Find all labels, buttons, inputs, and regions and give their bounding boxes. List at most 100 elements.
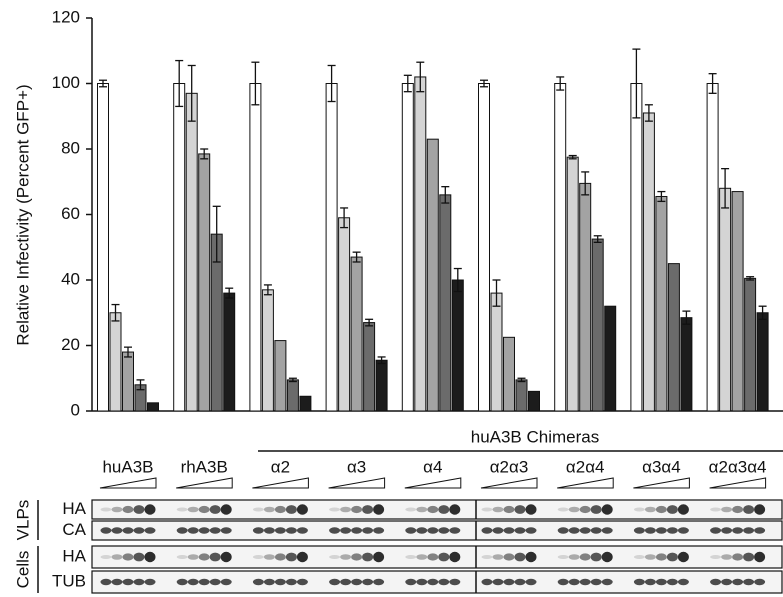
blot-band xyxy=(373,504,384,514)
bar xyxy=(605,306,616,411)
blot-band xyxy=(275,553,286,560)
blot-band xyxy=(732,506,743,513)
wedge xyxy=(557,478,613,488)
blot-band xyxy=(656,579,667,585)
blot-band xyxy=(721,554,732,560)
blot-band xyxy=(286,505,297,514)
category-label: α2α3α4 xyxy=(709,457,767,476)
bar xyxy=(275,341,286,411)
wedge xyxy=(710,478,766,488)
bar xyxy=(427,139,438,411)
blot-band xyxy=(754,527,765,533)
blot-band xyxy=(558,527,569,533)
blot-band xyxy=(710,527,721,533)
blot-band xyxy=(199,506,210,513)
blot-band xyxy=(743,527,754,533)
blot-band xyxy=(602,504,613,514)
blot-band xyxy=(221,504,232,514)
blot-band xyxy=(134,527,145,533)
blot-band xyxy=(210,527,221,533)
blot-band xyxy=(515,527,526,533)
blot-band xyxy=(558,555,569,559)
blot-band xyxy=(678,504,689,514)
blot-band xyxy=(438,527,449,533)
category-label: α4 xyxy=(423,457,442,476)
blot-band xyxy=(351,579,362,585)
blot-band xyxy=(134,579,145,585)
blot-band xyxy=(329,508,340,512)
blot-band xyxy=(112,579,123,585)
blot-band xyxy=(667,579,678,585)
bar xyxy=(174,84,185,412)
y-tick-label: 120 xyxy=(52,7,80,26)
blot-band xyxy=(754,579,765,585)
blot-band xyxy=(145,579,156,585)
blot-band xyxy=(123,506,134,513)
blot-band xyxy=(362,505,373,514)
category-label: α2 xyxy=(271,457,290,476)
blot-band xyxy=(145,552,156,562)
blot-band xyxy=(405,555,416,559)
blot-band xyxy=(678,552,689,562)
blot-band xyxy=(329,579,340,585)
bar xyxy=(123,352,134,411)
blot-band xyxy=(275,579,286,585)
blot-band xyxy=(732,553,743,560)
annotation: huA3B Chimeras xyxy=(471,427,600,446)
blot-band xyxy=(177,579,188,585)
wedge xyxy=(329,478,385,488)
category-label: rhA3B xyxy=(181,457,228,476)
blot-band xyxy=(101,555,112,559)
blot-band xyxy=(580,579,591,585)
blot-band xyxy=(449,579,460,585)
bar xyxy=(555,84,566,412)
blot-band xyxy=(210,579,221,585)
blot-band xyxy=(634,579,645,585)
blot-band xyxy=(134,505,145,514)
blot-band xyxy=(340,579,351,585)
blot-band xyxy=(101,527,112,533)
blot-band xyxy=(438,579,449,585)
blot-band xyxy=(678,527,689,533)
blot-band xyxy=(504,527,515,533)
blot-band xyxy=(634,555,645,559)
blot-band xyxy=(732,579,743,585)
blot-band xyxy=(558,508,569,512)
bar xyxy=(98,84,109,412)
blot-band xyxy=(210,505,221,514)
bar xyxy=(351,257,362,411)
blot-band xyxy=(416,579,427,585)
blot-band xyxy=(123,553,134,560)
blot-band xyxy=(569,527,580,533)
bar xyxy=(300,396,311,411)
blot-band xyxy=(177,555,188,559)
bar xyxy=(402,84,413,412)
blot-band xyxy=(656,527,667,533)
blot-band xyxy=(667,553,678,562)
blot-band xyxy=(112,554,123,560)
bar xyxy=(580,183,591,411)
blot-band xyxy=(145,504,156,514)
category-label: huA3B xyxy=(102,457,153,476)
blot-band xyxy=(199,579,210,585)
blot-band xyxy=(340,507,351,513)
blot-band xyxy=(101,508,112,512)
blot-band xyxy=(602,527,613,533)
blot-band xyxy=(515,553,526,562)
bar xyxy=(415,77,426,411)
blot-band xyxy=(667,527,678,533)
blot-group-label: VLPs xyxy=(13,500,32,541)
blot-band xyxy=(449,504,460,514)
blot-band xyxy=(526,504,537,514)
bar xyxy=(287,380,298,411)
blot-band xyxy=(340,554,351,560)
blot-band xyxy=(253,555,264,559)
blot-band xyxy=(253,508,264,512)
blot-band xyxy=(482,508,493,512)
blot-band xyxy=(580,527,591,533)
wedge xyxy=(176,478,232,488)
y-tick-label: 40 xyxy=(61,269,80,288)
wedge xyxy=(481,478,537,488)
blot-band xyxy=(493,507,504,513)
blot-band xyxy=(743,553,754,562)
